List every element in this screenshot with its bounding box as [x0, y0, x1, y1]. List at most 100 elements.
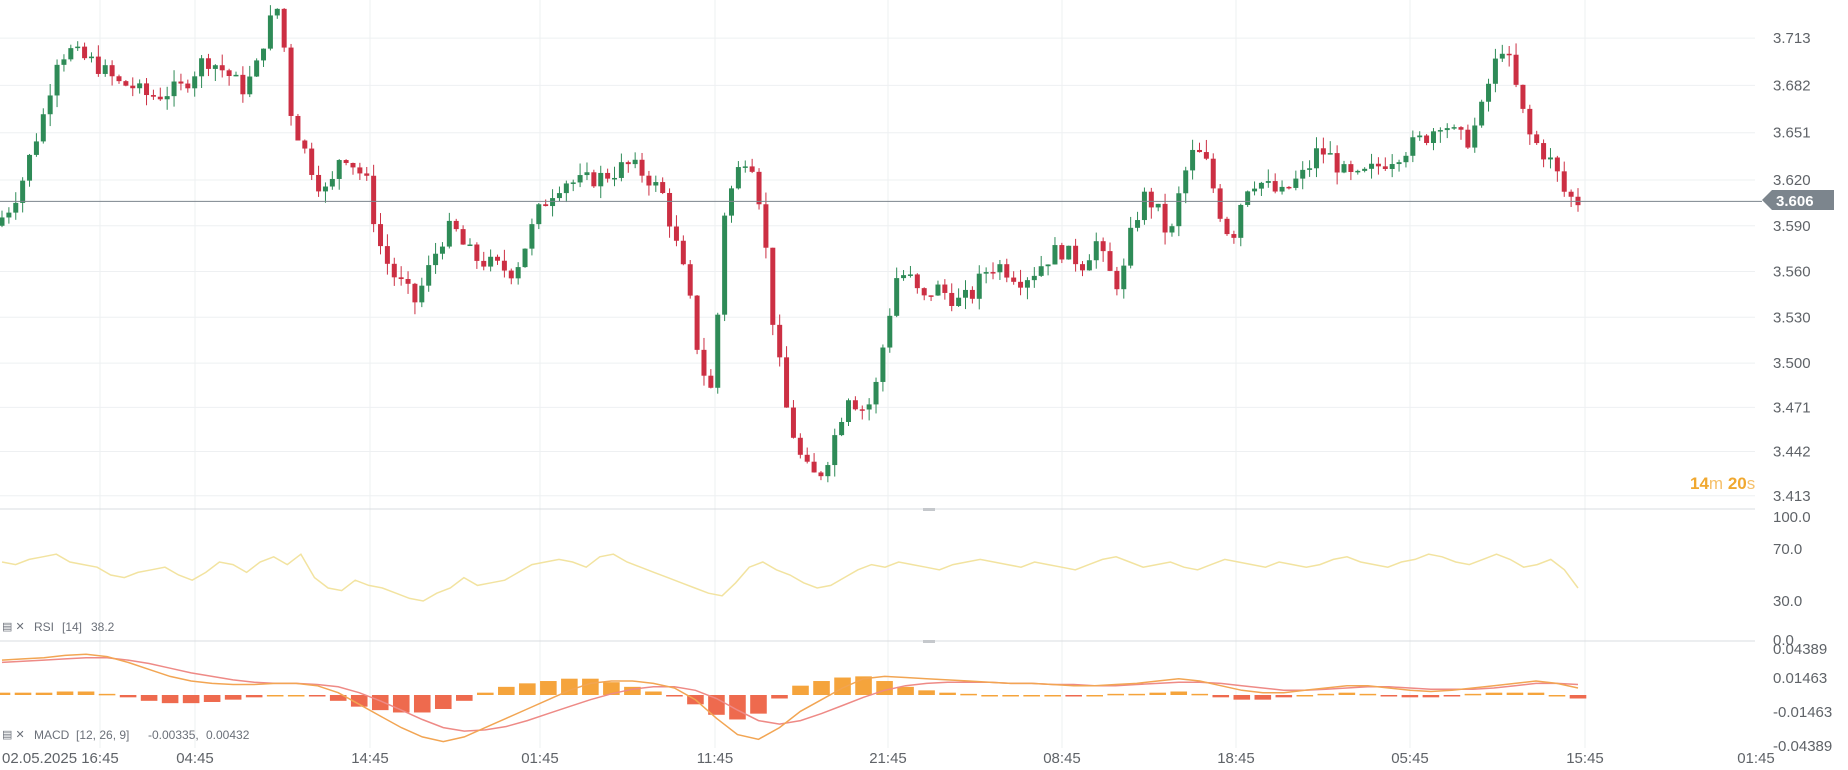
candle-body — [1492, 58, 1498, 84]
candle-body — [1430, 131, 1436, 143]
candle-body — [1499, 53, 1505, 59]
candle-body — [570, 182, 576, 184]
candle-body — [254, 60, 260, 77]
macd-histogram-bar — [1023, 695, 1040, 697]
macd-legend[interactable]: ▤ ✕ MACD [12, 26, 9] -0.00335, 0.00432 — [2, 728, 250, 742]
candle-body — [784, 357, 790, 408]
candle-body — [701, 349, 707, 376]
candle-body — [1031, 275, 1037, 281]
price-tag: 3.606 — [1762, 190, 1834, 210]
macd-histogram-bar — [1233, 695, 1251, 700]
candle-body — [715, 314, 721, 388]
candle-body — [1093, 241, 1099, 261]
macd-histogram-bar — [1149, 692, 1167, 695]
candle-body — [1272, 181, 1278, 192]
candle-body — [1238, 204, 1244, 238]
candle-body — [281, 8, 287, 48]
candle-body — [1506, 53, 1512, 56]
candle-body — [426, 265, 432, 286]
macd-histogram-bar — [77, 691, 95, 695]
candle-body — [708, 375, 714, 388]
candle-body — [605, 172, 611, 179]
price-tick: 3.560 — [1773, 264, 1811, 281]
candle-body — [1513, 54, 1519, 85]
macd-histogram-bar — [939, 692, 956, 695]
candle-body — [1417, 135, 1423, 138]
candle-body — [956, 297, 962, 306]
macd-histogram-bar — [1296, 695, 1314, 697]
macd-histogram-bar — [1464, 693, 1482, 696]
candle-body — [1313, 148, 1319, 169]
candle-body — [1135, 220, 1141, 228]
candle-body — [1258, 182, 1264, 189]
macd-value-2: 0.00432 — [206, 728, 250, 742]
legend-icon: ▤ ✕ — [2, 729, 25, 741]
macd-histogram-bar — [666, 695, 683, 697]
macd-histogram-bar — [813, 681, 830, 695]
macd-histogram-bar — [224, 695, 242, 700]
macd-tick: -0.04389 — [1773, 738, 1832, 755]
candle-body — [921, 288, 927, 296]
candle-body — [983, 272, 989, 274]
candle-body — [27, 154, 33, 181]
candle-body — [1465, 129, 1471, 148]
macd-histogram-bar — [203, 695, 221, 702]
candle-body — [329, 178, 335, 187]
candle-body — [398, 277, 404, 280]
price-axis: 3.713 3.682 3.651 3.620 3.590 3.560 3.530 3.500… — [1773, 30, 1832, 755]
candle-body — [680, 240, 686, 265]
rsi-legend[interactable]: ▤ ✕ RSI [14] 38.2 — [2, 620, 115, 634]
candle-body — [832, 435, 838, 466]
candle-body — [1183, 170, 1189, 194]
candle-body — [130, 85, 136, 89]
macd-histogram-bar — [729, 695, 746, 720]
candle-body — [1293, 178, 1299, 188]
grid — [0, 0, 1755, 748]
candle-body — [632, 159, 638, 165]
candle-body — [1520, 84, 1526, 109]
candle-body — [378, 224, 384, 247]
candle-body — [192, 76, 198, 89]
candle-body — [935, 284, 941, 296]
candle-body — [1004, 264, 1010, 278]
candle-body — [673, 226, 679, 241]
candle-body — [1451, 127, 1457, 129]
candle-body — [1348, 164, 1354, 172]
panel-resize-handle — [923, 640, 935, 643]
candle-body — [295, 115, 301, 141]
macd-histogram-bar — [540, 681, 557, 695]
candle-body — [1162, 203, 1168, 233]
rsi-tick: 0.0 — [1773, 632, 1794, 649]
candle-body — [1018, 281, 1024, 288]
time-tick: 18:45 — [1217, 750, 1255, 767]
macd-value: -0.00335, — [148, 728, 199, 742]
candle-body — [873, 381, 879, 405]
rsi-tick: 100.0 — [1773, 509, 1811, 526]
candle-body — [722, 215, 728, 315]
macd-histogram-bar — [582, 678, 599, 695]
macd-tick: 0.01463 — [1773, 670, 1827, 687]
candle-body — [1444, 128, 1450, 131]
macd-histogram-bar — [1380, 695, 1398, 697]
candle-body — [1307, 168, 1313, 170]
macd-histogram-bar — [1254, 695, 1272, 700]
candle-body — [1341, 164, 1347, 173]
candle-body — [102, 65, 108, 74]
candle-body — [866, 404, 872, 410]
candle-body — [247, 76, 253, 95]
time-tick: 15:45 — [1566, 750, 1604, 767]
macd-histogram-bar — [1086, 695, 1103, 697]
candle-body — [1107, 251, 1113, 271]
candle-body — [1148, 191, 1154, 208]
time-tick: 02.05.2025 — [2, 750, 77, 767]
time-tick: 21:45 — [869, 750, 907, 767]
candle-body — [735, 167, 741, 189]
macd-histogram-bar — [1170, 691, 1188, 695]
candle-body — [336, 160, 342, 179]
candle-body — [467, 244, 473, 247]
candle-body — [1561, 171, 1567, 192]
macd-histogram-bar — [182, 695, 200, 704]
time-tick: 01:45 — [1737, 750, 1775, 767]
candle-body — [1527, 108, 1533, 135]
